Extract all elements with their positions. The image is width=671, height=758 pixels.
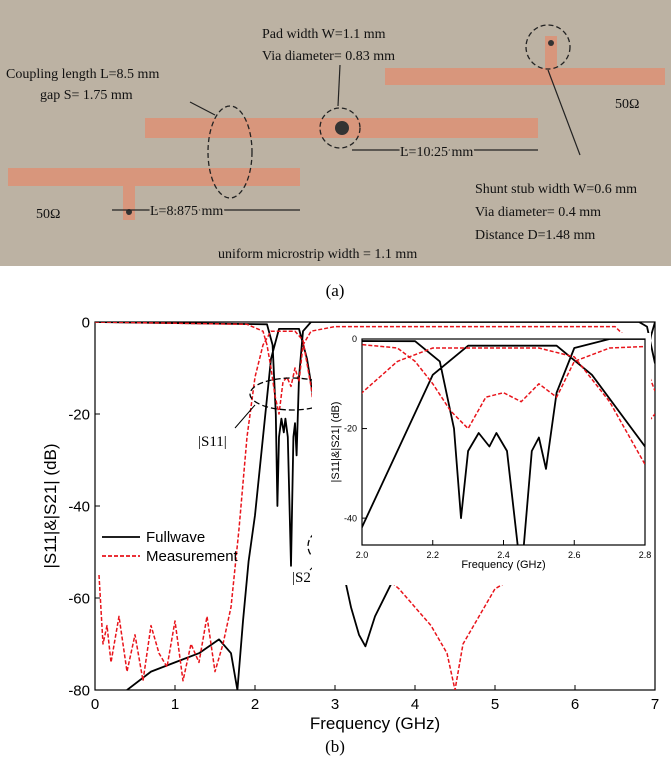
label: Shunt stub width W=0.6 mm [475, 182, 637, 197]
x-tick-label: 2.2 [426, 550, 439, 560]
y-tick-label: -20 [68, 406, 90, 423]
series-line [362, 339, 645, 545]
arrow [189, 101, 216, 116]
inset-chart: 2.0 2.2 2.4 2.6 2.8 -40 -20 0 Frequency (GHz) |S1… [312, 333, 652, 585]
via [548, 40, 554, 46]
y-tick-label: -80 [68, 682, 90, 699]
x-tick-label: 5 [491, 696, 499, 713]
caption: (a) [326, 281, 345, 300]
legend-label: Measurement [146, 548, 239, 565]
x-axis-label: Frequency (GHz) [461, 559, 545, 571]
x-tick-label: 2.6 [568, 550, 581, 560]
x-tick-label: 7 [651, 696, 659, 713]
annotation-arrow [234, 404, 256, 429]
label: Via diameter= 0.83 mm [262, 49, 395, 64]
x-tick-label: 3 [331, 696, 339, 713]
series-line [362, 343, 645, 466]
x-tick-label: 2.4 [497, 550, 510, 560]
arrow [547, 69, 581, 156]
label: 50Ω [615, 97, 639, 112]
caption: (b) [325, 737, 345, 756]
label: Pad width W=1.1 mm [262, 27, 386, 42]
annotation: |S11| [198, 434, 227, 450]
x-tick-label: 0 [91, 696, 99, 713]
photo: Pad width W=1.1 mm Via diameter= 0.83 mm… [0, 0, 671, 266]
x-axis-label: Frequency (GHz) [310, 714, 440, 733]
label: Distance D=1.48 mm [475, 228, 595, 243]
via [335, 121, 349, 135]
x-tick-label: 1 [171, 696, 179, 713]
y-tick-label: -60 [68, 590, 90, 607]
label: uniform microstrip width = 1.1 mm [218, 247, 417, 262]
x-tick-label: 2.8 [639, 550, 652, 560]
x-tick-label: 2 [251, 696, 259, 713]
strip [8, 168, 300, 186]
stub [545, 36, 557, 68]
y-tick-label: -40 [344, 513, 357, 523]
inset-background [312, 333, 651, 585]
y-tick-label: -20 [344, 424, 357, 434]
label: 50Ω [36, 207, 60, 222]
x-tick-label: 4 [411, 696, 419, 713]
label: Via diameter= 0.4 mm [475, 205, 601, 220]
label: gap S= 1.75 mm [40, 88, 133, 103]
marker [319, 107, 361, 149]
label: L=8.875 mm [150, 204, 223, 219]
y-tick-label: 0 [352, 334, 357, 344]
y-tick-label: -40 [68, 498, 90, 515]
x-tick-label: 6 [571, 696, 579, 713]
x-tick-label: 2.0 [356, 550, 369, 560]
marker [525, 24, 571, 70]
arrow [337, 64, 341, 107]
series-line [95, 322, 655, 690]
y-tick-label: 0 [82, 314, 90, 331]
stub [123, 186, 135, 220]
y-axis-label: |S11|&|S21| (dB) [41, 443, 60, 568]
legend-label: Fullwave [146, 529, 205, 546]
marker [207, 105, 253, 199]
label: Coupling length L=8.5 mm [6, 67, 159, 82]
y-axis-label: |S11|&|S21| (dB) [330, 402, 342, 483]
strip [385, 68, 665, 85]
label: L=10.25 mm [400, 145, 473, 160]
